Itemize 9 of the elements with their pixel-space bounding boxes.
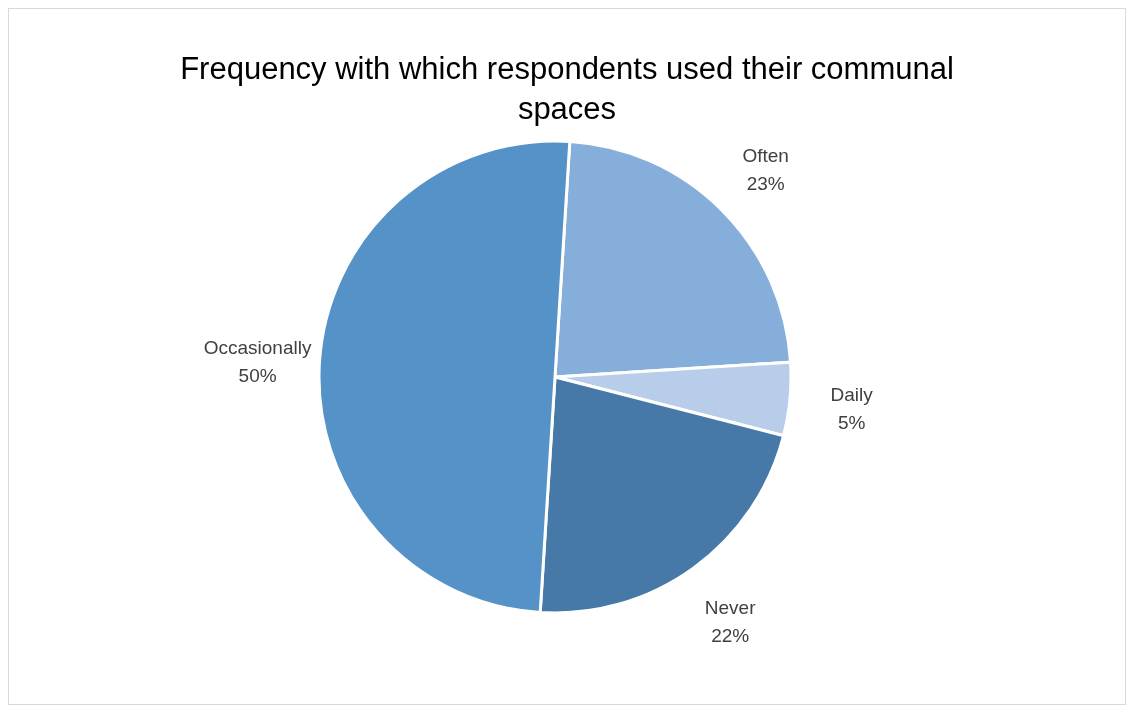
slice-label: Daily (830, 384, 874, 406)
data-label: 23% (746, 173, 785, 195)
data-label: 22% (711, 625, 750, 647)
chart-title: Frequency with which respondents used their communal spaces (179, 50, 955, 128)
data-label: 50% (238, 365, 277, 387)
slice-label: Never (704, 597, 757, 619)
slice-label: Occasionally (203, 337, 312, 359)
data-label: 5% (837, 412, 866, 434)
slice-label: Often (742, 145, 789, 167)
